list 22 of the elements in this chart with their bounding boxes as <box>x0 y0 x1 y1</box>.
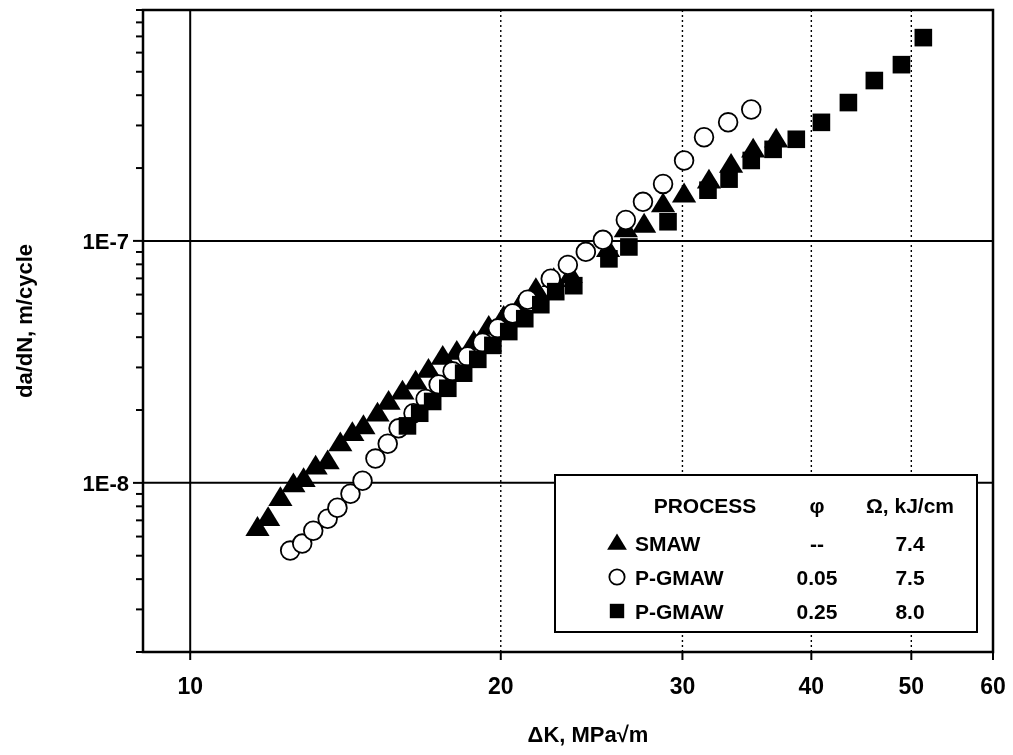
x-tick-label: 50 <box>898 673 925 699</box>
legend-title: PROCESS <box>653 494 757 517</box>
annotation: 8.0 <box>895 600 925 623</box>
annotation: φ <box>809 494 825 517</box>
legend-label: P-GMAW <box>635 600 724 623</box>
annotation: 7.4 <box>895 532 925 555</box>
y-tick-label: 1E-8 <box>82 470 129 496</box>
annotation: 0.25 <box>796 600 838 623</box>
annotation: Ω, kJ/cm <box>865 494 955 517</box>
x-tick-label: 30 <box>669 673 696 699</box>
y-tick-label: 1E-7 <box>82 228 129 254</box>
x-axis-title: ΔK, MPa√m <box>527 722 649 747</box>
annotation: 7.5 <box>895 566 925 589</box>
x-tick-label: 20 <box>487 673 514 699</box>
legend-label: P-GMAW <box>635 566 724 589</box>
x-tick-label: 10 <box>177 673 203 699</box>
legend-label: SMAW <box>635 532 701 555</box>
annotation: 0.05 <box>796 566 838 589</box>
x-tick-label: 40 <box>798 673 825 699</box>
y-axis-title: da/dN, m/cycle <box>12 243 37 399</box>
x-tick-label: 60 <box>980 673 1006 699</box>
annotation: -- <box>810 532 824 555</box>
